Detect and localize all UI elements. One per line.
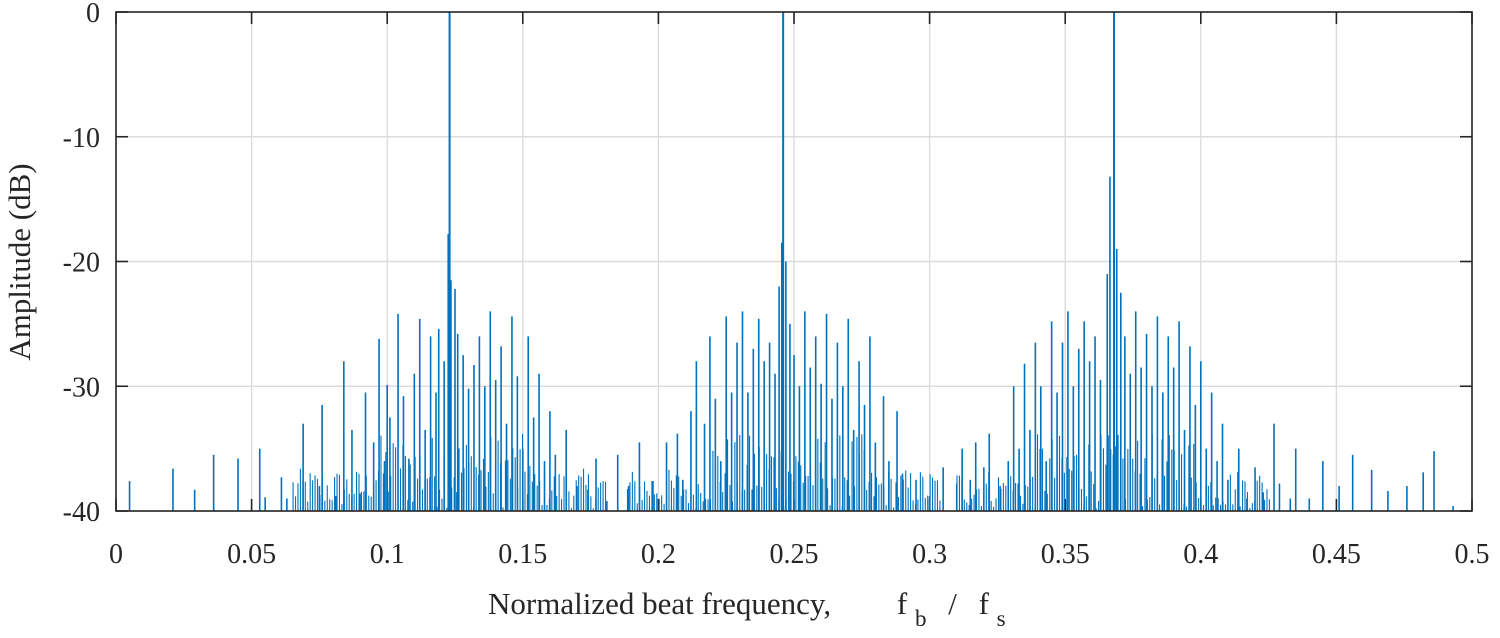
x-axis-symbol-fs: f — [979, 586, 990, 621]
x-axis-slash: / — [948, 586, 957, 621]
plot-frame — [115, 11, 1473, 512]
y-tick-label: -30 — [63, 372, 100, 403]
y-tick-label: -10 — [63, 123, 100, 154]
x-tick-label: 0.2 — [641, 539, 676, 570]
x-tick-label: 0 — [109, 539, 123, 570]
x-tick-label: 0.05 — [227, 539, 276, 570]
x-tick-label: 0.35 — [1041, 539, 1090, 570]
x-axis-subscript-b: b — [915, 606, 927, 631]
x-tick-label: 0.4 — [1183, 539, 1218, 570]
x-tick-label: 0.3 — [912, 539, 947, 570]
y-tick-label: -20 — [63, 248, 100, 279]
y-tick-labels: 0 -10 -20 -30 -40 — [63, 0, 100, 528]
x-tick-label: 0.25 — [770, 539, 819, 570]
x-tick-label: 0.1 — [370, 539, 405, 570]
x-axis-title: Normalized beat frequency, f b / f s — [488, 586, 1006, 633]
x-tick-label: 0.5 — [1455, 539, 1490, 570]
x-tick-label: 0.15 — [498, 539, 547, 570]
x-tick-labels: 0 0.05 0.1 0.15 0.2 0.25 0.3 0.35 0.4 0.45 0.5 — [109, 539, 1490, 570]
x-axis-subscript-s: s — [997, 606, 1006, 631]
y-tick-label: 0 — [86, 0, 100, 29]
y-axis-title: Amplitude (dB) — [2, 163, 37, 360]
y-tick-label: -40 — [63, 497, 100, 528]
x-tick-label: 0.45 — [1312, 539, 1361, 570]
x-axis-symbol-fb: f — [897, 586, 908, 621]
spectrum-series — [128, 12, 1454, 511]
x-axis-title-text: Normalized beat frequency, — [488, 586, 831, 621]
